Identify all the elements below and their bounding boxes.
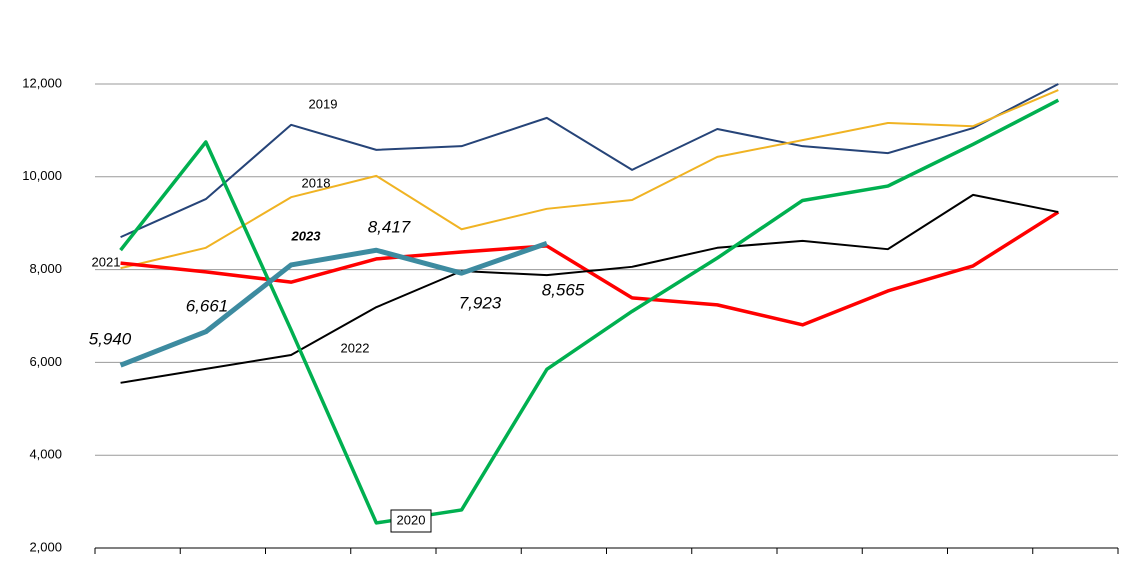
- x-tick-label: Jul: [641, 567, 658, 570]
- series-label: 2019: [309, 96, 338, 111]
- x-tick-label: Dic: [1066, 567, 1085, 570]
- x-tick-label: Jun: [553, 567, 574, 570]
- data-label: 6,661: [186, 296, 229, 315]
- x-tick-label: Sep: [808, 567, 831, 570]
- series-label: 2022: [341, 340, 370, 355]
- x-tick-label: Feb: [212, 567, 234, 570]
- y-tick-label: 6,000: [29, 354, 62, 369]
- y-tick-label: 10,000: [22, 168, 62, 183]
- x-tick-label: Ago: [723, 567, 746, 570]
- x-tick-label: Nov: [979, 567, 1003, 570]
- series-line: [119, 98, 1060, 525]
- series-line: [120, 193, 1059, 384]
- data-label: 5,940: [89, 329, 132, 348]
- y-tick-label: 12,000: [22, 75, 62, 90]
- series-line: [119, 241, 548, 368]
- series-label: 2021: [92, 254, 121, 269]
- series-line: [120, 89, 1059, 270]
- data-label: 7,923: [459, 293, 502, 312]
- data-label: 8,565: [542, 280, 585, 299]
- y-tick-label: 4,000: [29, 447, 62, 462]
- series-line: [120, 83, 1059, 239]
- x-tick-label: Abr: [383, 567, 404, 570]
- x-tick-label: Ene: [126, 567, 149, 570]
- x-tick-label: May: [466, 567, 491, 570]
- series-label: 2023: [291, 228, 322, 243]
- x-tick-label: Mar: [297, 567, 320, 570]
- x-tick-label: Oct: [895, 567, 916, 570]
- series-line: [120, 210, 1060, 327]
- y-tick-label: 2,000: [29, 539, 62, 554]
- series-label: 2018: [302, 175, 331, 190]
- series-label: 2020: [397, 512, 426, 527]
- label-box: [390, 509, 432, 533]
- y-tick-label: 8,000: [29, 261, 62, 276]
- data-label: 8,417: [368, 217, 411, 236]
